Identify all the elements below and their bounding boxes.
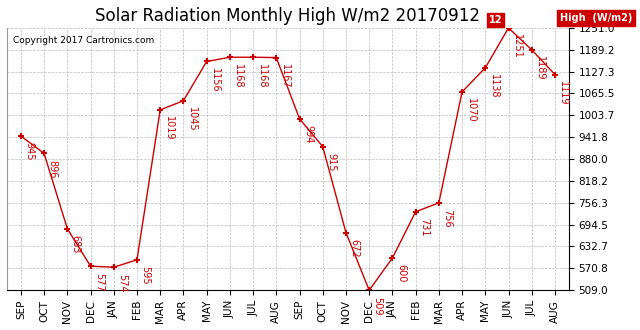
Text: 915: 915 bbox=[326, 153, 336, 172]
Text: 509: 509 bbox=[372, 297, 383, 315]
Text: 994: 994 bbox=[303, 125, 313, 144]
Text: 683: 683 bbox=[71, 235, 81, 253]
Text: 1168: 1168 bbox=[234, 64, 243, 88]
Text: 1168: 1168 bbox=[257, 64, 267, 88]
Text: 672: 672 bbox=[349, 239, 360, 258]
Text: 600: 600 bbox=[396, 264, 406, 283]
Text: 1019: 1019 bbox=[164, 116, 173, 141]
Text: 577: 577 bbox=[94, 273, 104, 291]
Text: 1251: 1251 bbox=[512, 34, 522, 59]
Text: 756: 756 bbox=[442, 209, 452, 228]
Text: 1119: 1119 bbox=[559, 81, 568, 105]
Text: 1156: 1156 bbox=[210, 68, 220, 92]
Text: 1138: 1138 bbox=[489, 74, 499, 99]
Title: Solar Radiation Monthly High W/m2 20170912: Solar Radiation Monthly High W/m2 201709… bbox=[95, 7, 481, 25]
Text: 945: 945 bbox=[24, 143, 35, 161]
Text: High  (W/m2): High (W/m2) bbox=[559, 13, 632, 22]
Text: 731: 731 bbox=[419, 218, 429, 237]
Text: 12: 12 bbox=[489, 15, 502, 25]
Text: 1045: 1045 bbox=[187, 107, 197, 132]
Text: 1167: 1167 bbox=[280, 64, 290, 88]
Text: 1070: 1070 bbox=[465, 98, 476, 123]
Text: 1189: 1189 bbox=[535, 56, 545, 81]
Text: 574: 574 bbox=[117, 274, 127, 292]
Text: Copyright 2017 Cartronics.com: Copyright 2017 Cartronics.com bbox=[13, 36, 154, 45]
Text: 896: 896 bbox=[47, 160, 58, 178]
Text: 595: 595 bbox=[140, 266, 150, 285]
